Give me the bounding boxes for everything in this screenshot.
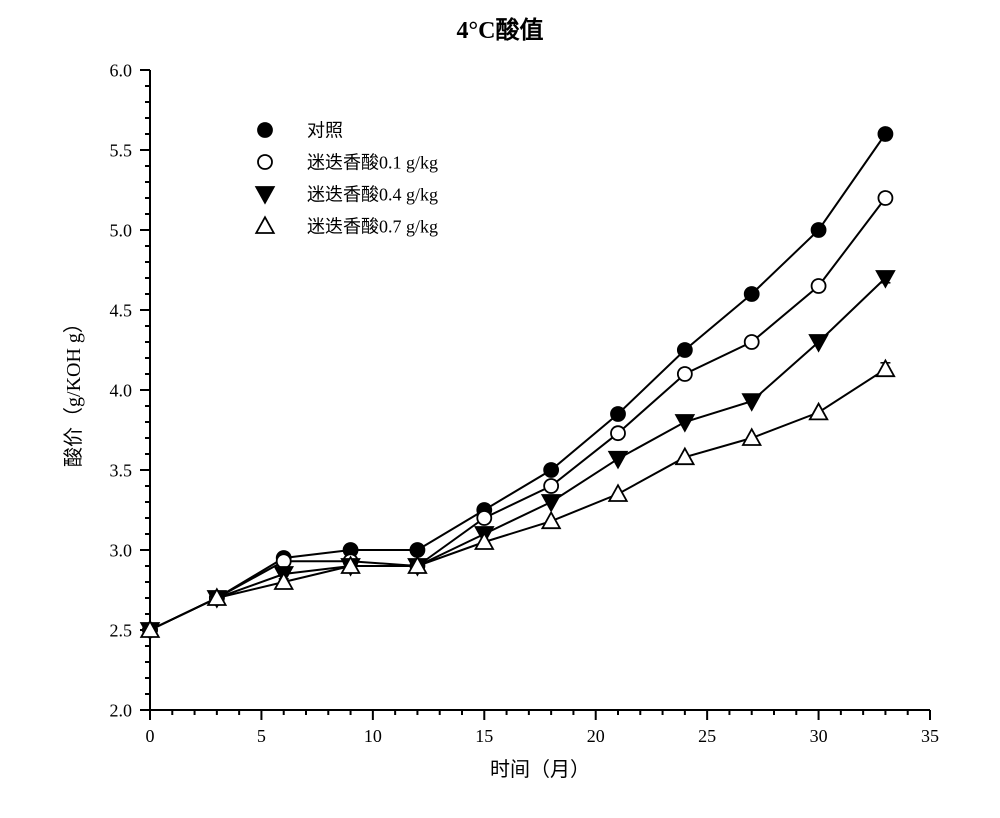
legend-marker-icon xyxy=(256,217,274,233)
circle-marker xyxy=(745,287,759,301)
series-s2 xyxy=(141,271,894,639)
x-tick-label: 0 xyxy=(146,726,155,746)
x-tick-label: 5 xyxy=(257,726,266,746)
triangle-down-marker xyxy=(609,452,627,468)
y-tick-label: 3.5 xyxy=(110,460,133,480)
series-line xyxy=(150,369,885,630)
circle-marker xyxy=(745,335,759,349)
circle-marker xyxy=(611,426,625,440)
circle-marker xyxy=(812,223,826,237)
circle-marker xyxy=(611,407,625,421)
triangle-up-marker xyxy=(877,360,895,376)
legend-label: 迷迭香酸0.1 g/kg xyxy=(307,152,438,172)
x-tick-label: 20 xyxy=(587,726,605,746)
circle-marker xyxy=(678,343,692,357)
circle-marker xyxy=(477,511,491,525)
circle-marker xyxy=(878,191,892,205)
y-tick-label: 5.0 xyxy=(110,220,133,240)
y-tick-label: 2.0 xyxy=(110,700,133,720)
series-s3 xyxy=(141,360,894,637)
x-axis-label: 时间（月） xyxy=(490,758,590,781)
x-tick-label: 10 xyxy=(364,726,382,746)
y-tick-label: 2.5 xyxy=(110,620,133,640)
series-line xyxy=(150,134,885,630)
circle-marker xyxy=(544,479,558,493)
y-tick-label: 5.5 xyxy=(110,140,133,160)
circle-marker xyxy=(812,279,826,293)
legend-label: 迷迭香酸0.4 g/kg xyxy=(307,184,438,204)
x-tick-label: 35 xyxy=(921,726,939,746)
legend-marker-icon xyxy=(258,155,272,169)
circle-marker xyxy=(878,127,892,141)
triangle-up-marker xyxy=(810,404,828,420)
triangle-down-marker xyxy=(542,495,560,511)
series-s1 xyxy=(143,191,892,637)
circle-marker xyxy=(678,367,692,381)
y-tick-label: 6.0 xyxy=(110,60,133,80)
plot-area: 0 5 10 15 20 25 30 35 2.0 2.5 3.0 3.5 4.0 4.5 5.0 5.5 6.… xyxy=(0,0,1000,818)
y-tick-label: 4.0 xyxy=(110,380,133,400)
series-line xyxy=(150,198,885,630)
y-tick-label: 3.0 xyxy=(110,540,133,560)
triangle-down-marker xyxy=(676,415,694,431)
legend-label: 对照 xyxy=(307,120,343,140)
circle-marker xyxy=(544,463,558,477)
series-line xyxy=(150,278,885,630)
x-tick-label: 30 xyxy=(810,726,828,746)
legend-marker-icon xyxy=(256,187,274,203)
circle-marker xyxy=(410,543,424,557)
triangle-up-marker xyxy=(743,429,761,445)
legend-label: 迷迭香酸0.7 g/kg xyxy=(307,216,438,236)
legend-marker-icon xyxy=(258,123,272,137)
chart-container: 4°C酸值 051015202530352.02.53.03.54.04.55.… xyxy=(0,0,1000,818)
legend: 对照迷迭香酸0.1 g/kg 迷迭香酸0.4 g/kg 迷迭香酸0.7 g/kg xyxy=(256,120,438,236)
triangle-up-marker xyxy=(542,512,560,528)
triangle-up-marker xyxy=(609,485,627,501)
series-s0 xyxy=(143,127,892,637)
y-tick-label: 4.5 xyxy=(110,300,133,320)
y-axis-label: 酸价（g/KOH g） xyxy=(62,313,85,467)
x-tick-label: 25 xyxy=(698,726,716,746)
x-tick-label: 15 xyxy=(475,726,493,746)
